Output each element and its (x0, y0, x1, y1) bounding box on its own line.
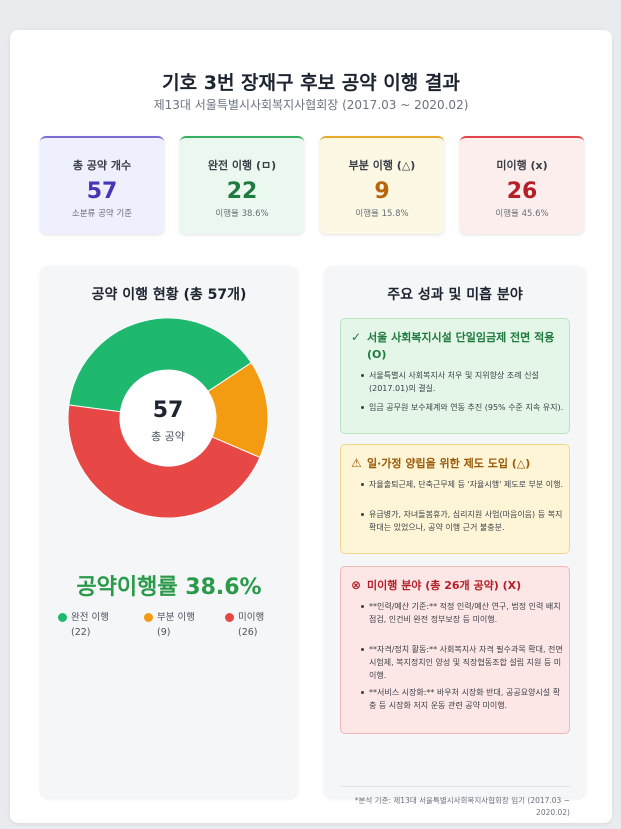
achievement-box: ✓ 서울 사회복지시설 단일임금제 전면 적용 (O) 서울특별시 사회복지사 … (340, 318, 570, 434)
partial-box: ⚠ 일·가정 양립을 위한 제도 도입 (△) 자율출퇴근제, 단축근무제 등 … (340, 444, 570, 554)
stat-sub: 소분류 공약 기준 (71, 209, 133, 219)
stat-card-partial: 부분 이행 (△) 9 이행율 15.8% (320, 136, 444, 234)
legend-label: 부분 이행 (157, 612, 195, 623)
legend-label: 완전 이행 (71, 612, 109, 623)
achievement-heading: ✓ 서울 사회복지시설 단일임금제 전면 적용 (O) (351, 329, 561, 363)
stat-card-total: 총 공약 개수 57 소분류 공약 기준 (40, 136, 164, 234)
stat-sub: 이행율 45.6% (495, 209, 549, 219)
bullet-item: 임금 공무원 보수체계와 연동 추진 (95% 수준 지속 유지). (361, 403, 564, 412)
stat-label: 완전 이행 (ㅁ) (207, 159, 277, 172)
donut-center-label: 총 공약 (151, 430, 185, 443)
highlights-panel-title: 주요 성과 및 미흡 분야 (387, 287, 523, 303)
footnote: *분석 기준: 제13대 서울특별시사회복지사협회장 임기 (2017.03 ~… (340, 786, 570, 819)
stat-card-unfulfilled: 미이행 (x) 26 이행율 45.6% (460, 136, 584, 234)
stat-value: 9 (374, 179, 390, 204)
status-panel-title: 공약 이행 현황 (총 57개) (91, 287, 247, 303)
legend-item-partial: 부분 이행 (9) (144, 610, 195, 640)
legend-item-complete: 완전 이행 (22) (58, 610, 109, 640)
donut-chart (68, 318, 268, 518)
unfulfilled-heading: ⊗ 미이행 분야 (총 26개 공약) (X) (351, 577, 561, 594)
bullet-item: 자율출퇴근제, 단축근무제 등 '자율시행' 제도로 부분 이행. (361, 480, 564, 489)
page-title: 기호 3번 장재구 후보 공약 이행 결과 (162, 72, 460, 94)
stat-label: 부분 이행 (△) (348, 159, 416, 172)
partial-heading: ⚠ 일·가정 양립을 위한 제도 도입 (△) (351, 455, 561, 472)
stat-sub: 이행율 38.6% (215, 209, 269, 219)
unfulfilled-title: 미이행 분야 (총 26개 공약) (X) (367, 579, 522, 592)
bullet-item: **서비스 시장화:** 바우처 시장화 반대, 공공요양시설 확충 등 시장화… (361, 686, 565, 712)
legend-dot (58, 613, 67, 622)
bullet-item: **인력/예산 기준:** 적정 인력/예산 연구, 법정 인력 배치 점검, … (361, 600, 565, 626)
donut-center-value: 57 (152, 398, 184, 423)
warning-icon: ⚠ (351, 456, 362, 470)
report-card: 기호 3번 장재구 후보 공약 이행 결과 제13대 서울특별시사회복지사협회장… (10, 30, 612, 823)
page-subtitle: 제13대 서울특별시사회복지사협회장 (2017.03 ~ 2020.02) (153, 98, 469, 112)
legend-dot (225, 613, 234, 622)
highlights-panel: 주요 성과 및 미흡 분야 ✓ 서울 사회복지시설 단일임금제 전면 적용 (O… (324, 266, 586, 817)
bullet-item: 서울특별시 사회복지사 처우 및 지위향상 조례 신설(2017.01)의 결실… (361, 369, 565, 395)
status-panel: 공약 이행 현황 (총 57개) 57 총 공약 공약이행률 38.6% 완전 … (40, 266, 298, 798)
legend-count: (9) (157, 627, 171, 638)
legend-item-unfulfilled: 미이행 (26) (225, 610, 265, 640)
donut-hole (120, 370, 216, 466)
check-icon: ✓ (351, 330, 362, 344)
bullet-item: 유급병가, 자녀돌봄휴가, 심리지원 사업(마음이음) 등 복지 확대는 있었으… (361, 508, 565, 534)
legend-dot (144, 613, 153, 622)
legend-count: (26) (238, 627, 258, 638)
partial-title: 일·가정 양립을 위한 제도 도입 (△) (367, 457, 531, 470)
bullet-item: **자격/정치 활동:** 사회복지사 자격 필수과목 확대, 전면 시험제, … (361, 643, 565, 682)
legend-label: 미이행 (238, 612, 265, 623)
circle-x-icon: ⊗ (351, 578, 362, 592)
stat-value: 57 (86, 179, 118, 204)
stat-label: 미이행 (x) (496, 159, 548, 172)
stat-label: 총 공약 개수 (72, 159, 132, 172)
stat-sub: 이행율 15.8% (355, 209, 409, 219)
fulfillment-rate: 공약이행률 38.6% (76, 575, 262, 600)
achievement-title: 서울 사회복지시설 단일임금제 전면 적용 (O) (367, 331, 555, 361)
unfulfilled-box: ⊗ 미이행 분야 (총 26개 공약) (X) **인력/예산 기준:** 적정… (340, 566, 570, 734)
stat-card-complete: 완전 이행 (ㅁ) 22 이행율 38.6% (180, 136, 304, 234)
legend-count: (22) (71, 627, 91, 638)
stat-value: 22 (226, 179, 258, 204)
stat-value: 26 (506, 179, 538, 204)
